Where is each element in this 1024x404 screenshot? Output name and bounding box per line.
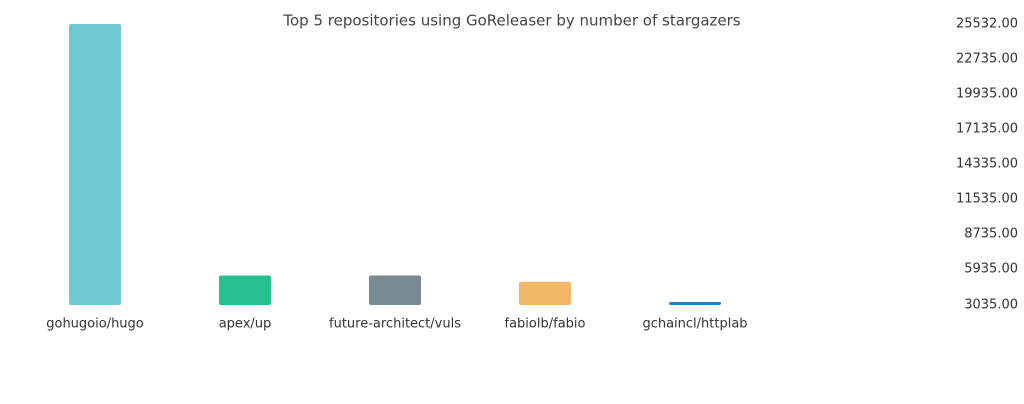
y-tick-label: 19935.00 xyxy=(956,86,1018,101)
bar xyxy=(219,275,271,305)
y-tick-label: 5935.00 xyxy=(964,261,1018,276)
bar xyxy=(519,281,571,305)
x-tick-label: gohugoio/hugo xyxy=(46,317,144,332)
x-tick-label: gchaincl/httplab xyxy=(642,317,747,332)
y-tick-label: 3035.00 xyxy=(964,298,1018,313)
y-tick-label: 11535.00 xyxy=(956,191,1018,206)
y-tick-label: 8735.00 xyxy=(964,226,1018,241)
bar xyxy=(669,302,721,305)
y-tick-label: 17135.00 xyxy=(956,121,1018,136)
bar xyxy=(369,275,421,305)
x-tick-label: apex/up xyxy=(219,317,272,332)
x-tick-label: future-architect/vuls xyxy=(329,317,461,332)
x-tick-label: fabiolb/fabio xyxy=(505,317,586,332)
chart-title: Top 5 repositories using GoReleaser by n… xyxy=(282,12,740,30)
bar xyxy=(69,24,121,305)
y-tick-label: 25532.00 xyxy=(956,17,1018,32)
y-tick-label: 14335.00 xyxy=(956,156,1018,171)
y-tick-label: 22735.00 xyxy=(956,51,1018,66)
